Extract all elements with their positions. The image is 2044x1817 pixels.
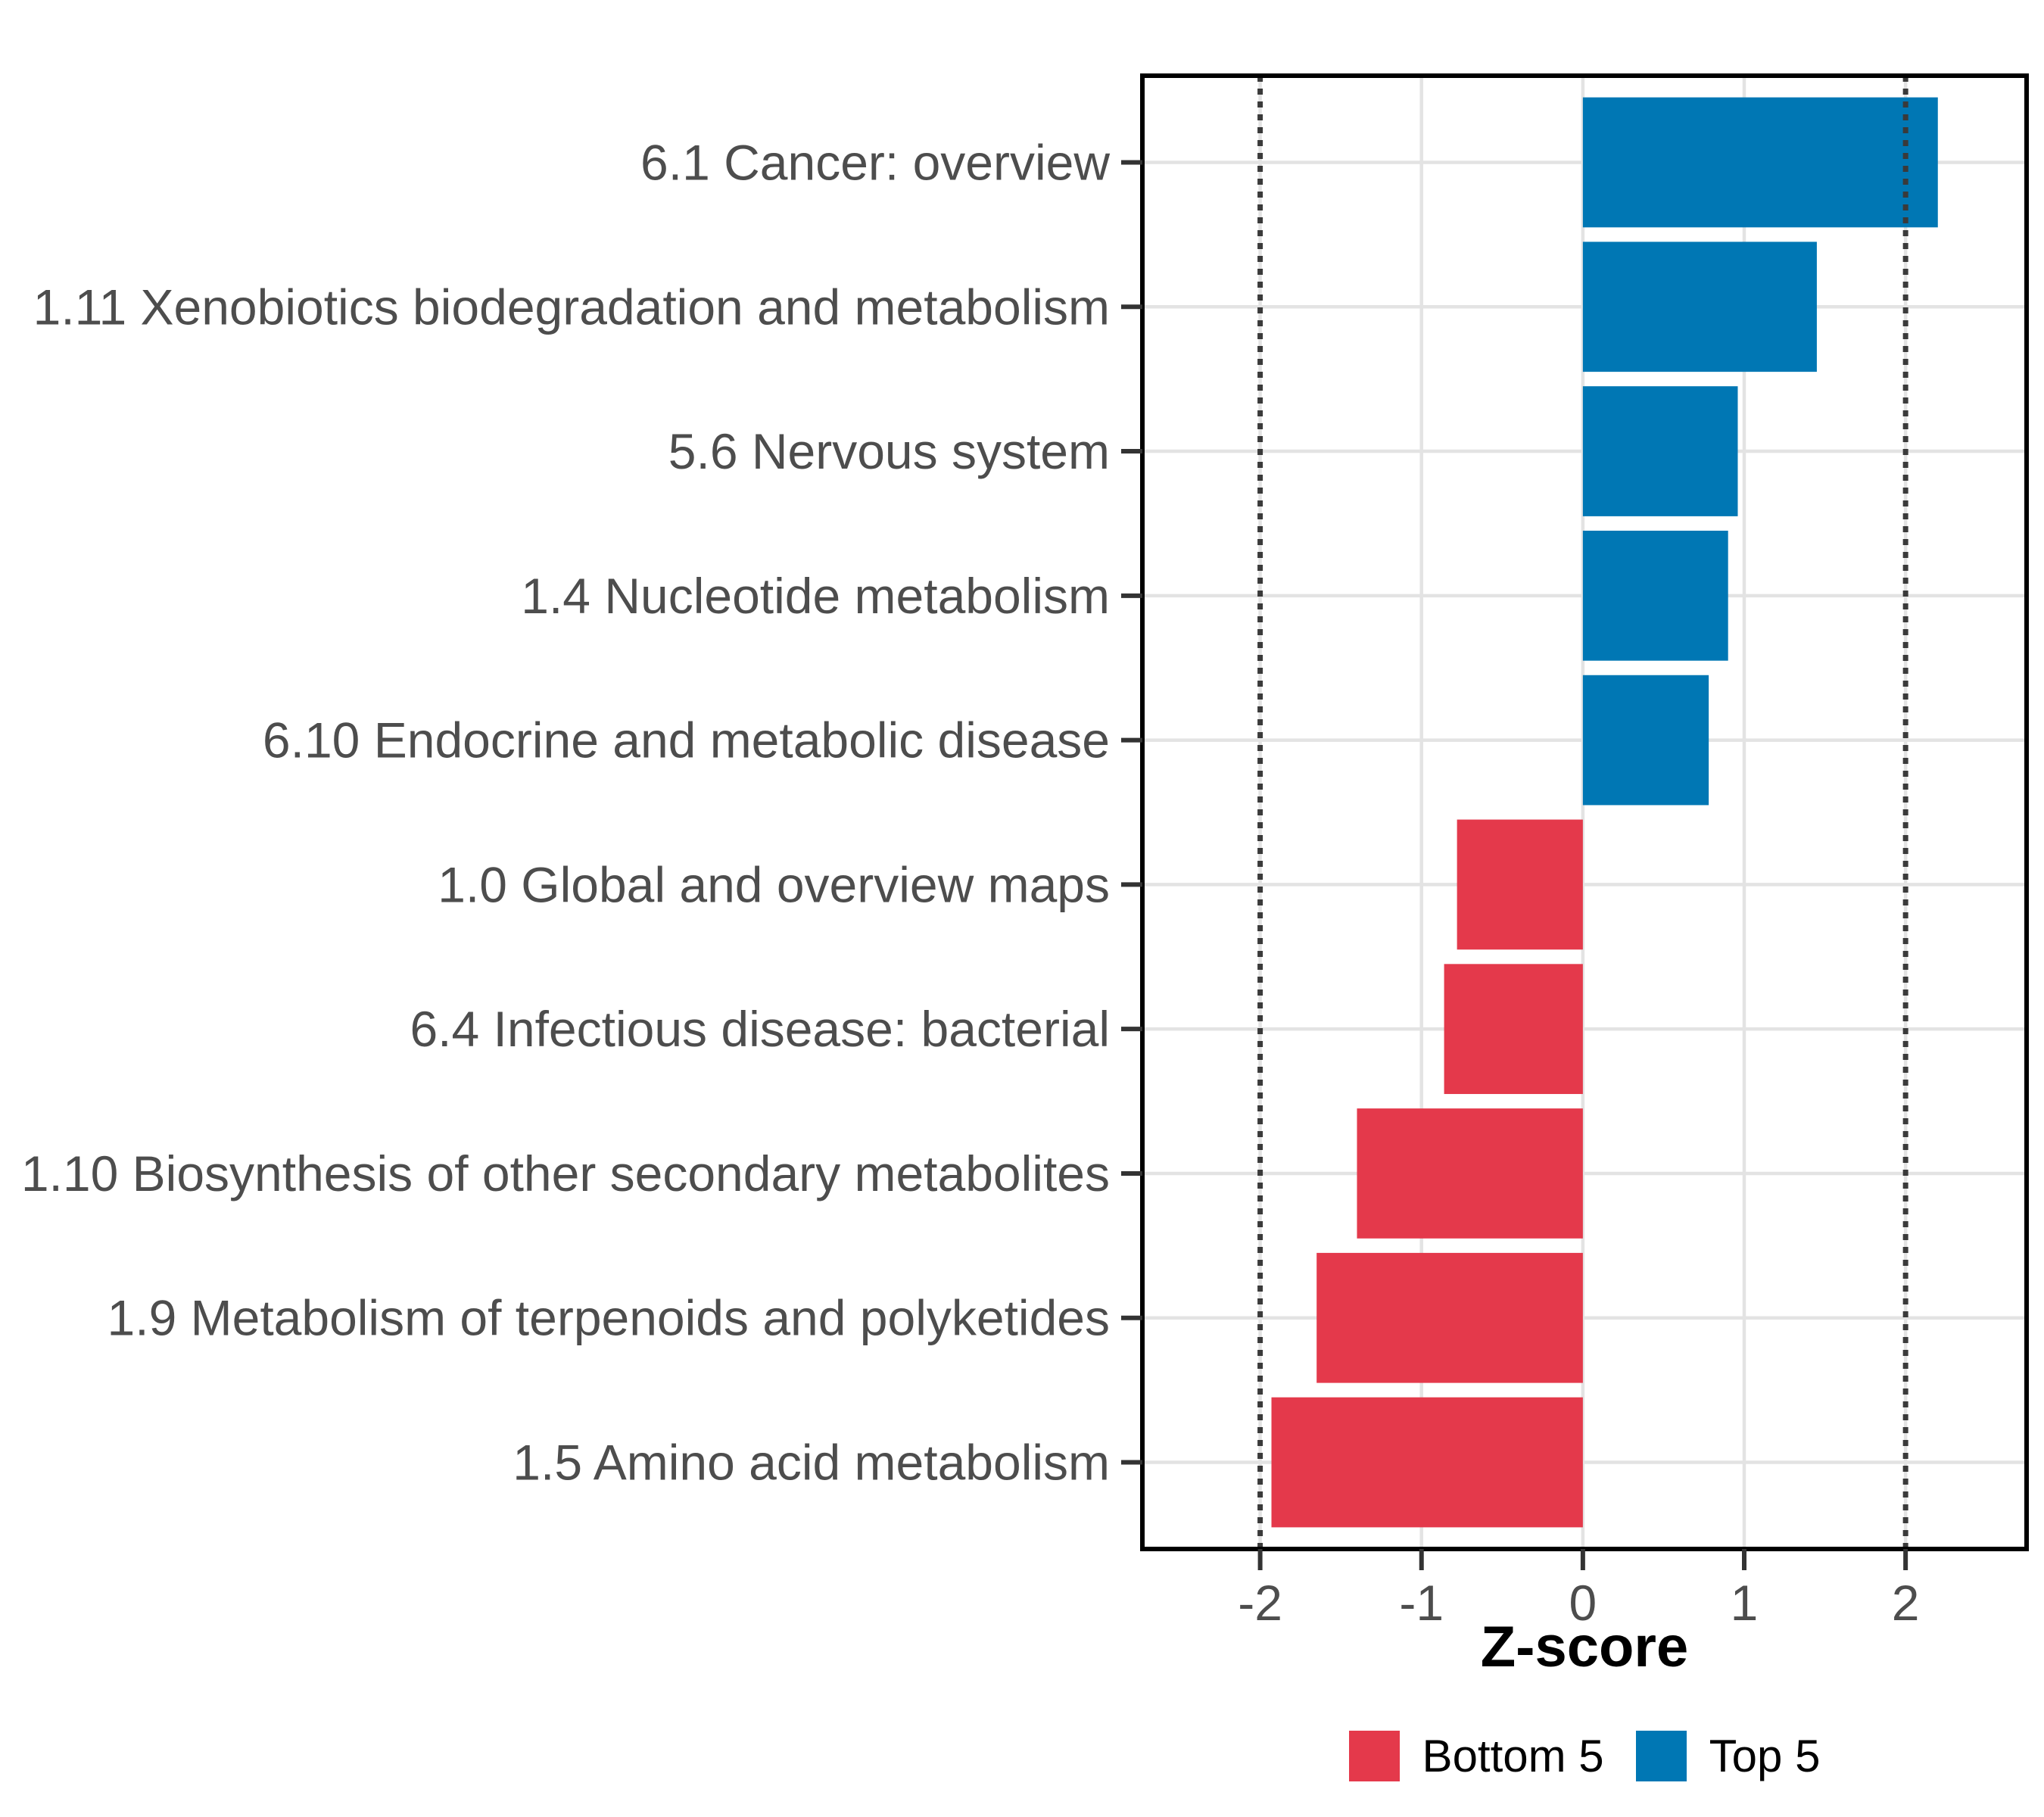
y-category-label: 6.4 Infectious disease: bacterial xyxy=(410,1001,1110,1057)
y-category-label: 1.5 Amino acid metabolism xyxy=(513,1435,1110,1491)
legend-label: Bottom 5 xyxy=(1422,1730,1604,1781)
bar xyxy=(1582,530,1728,661)
bar xyxy=(1271,1397,1583,1528)
x-axis-title: Z-score xyxy=(1480,1615,1689,1679)
legend: Bottom 5 Top 5 xyxy=(1067,1728,2044,1783)
legend-swatch xyxy=(1635,1730,1687,1781)
bar xyxy=(1444,964,1583,1095)
bar xyxy=(1316,1252,1583,1383)
x-tick-label: 2 xyxy=(1892,1575,1920,1631)
bar xyxy=(1582,386,1738,516)
legend-label: Top 5 xyxy=(1709,1730,1821,1781)
x-tick-label: -1 xyxy=(1399,1575,1444,1631)
y-category-label: 1.0 Global and overview maps xyxy=(438,856,1110,912)
y-category-label: 5.6 Nervous system xyxy=(668,423,1110,479)
y-category-label: 1.11 Xenobiotics biodegradation and meta… xyxy=(33,279,1110,335)
y-category-label: 6.10 Endocrine and metabolic disease xyxy=(263,712,1110,768)
bar xyxy=(1582,97,1938,228)
x-tick-label: -2 xyxy=(1238,1575,1282,1631)
legend-item: Bottom 5 xyxy=(1348,1730,1604,1782)
x-tick-label: 1 xyxy=(1731,1575,1759,1631)
y-category-label: 1.4 Nucleotide metabolism xyxy=(521,568,1110,624)
bar xyxy=(1582,242,1817,372)
y-category-label: 1.9 Metabolism of terpenoids and polyket… xyxy=(107,1290,1110,1346)
x-tick-label: 0 xyxy=(1569,1575,1597,1631)
bar xyxy=(1357,1108,1583,1239)
y-category-label: 6.1 Cancer: overview xyxy=(640,134,1110,190)
legend-item: Top 5 xyxy=(1635,1730,1821,1782)
legend-swatch xyxy=(1348,1730,1400,1781)
y-category-label: 1.10 Biosynthesis of other secondary met… xyxy=(21,1145,1110,1201)
bar xyxy=(1457,819,1583,950)
bar xyxy=(1582,675,1709,806)
